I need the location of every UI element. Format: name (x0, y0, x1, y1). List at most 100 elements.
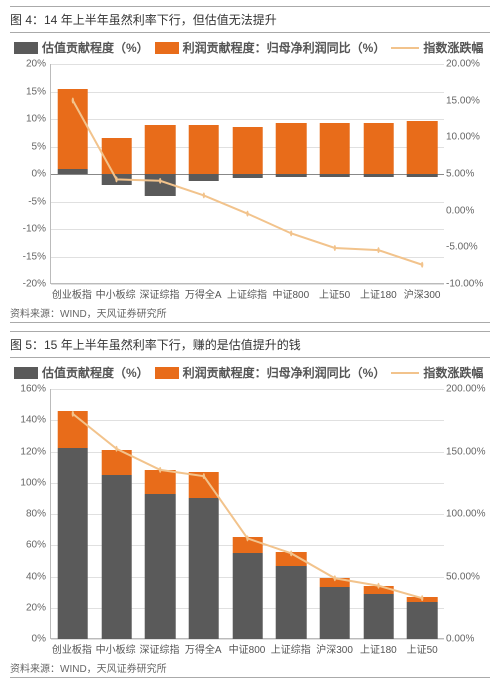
x-tick: 上证50 (313, 286, 357, 301)
y-left-tick: -15% (12, 251, 46, 262)
bar-seg-profit (101, 450, 132, 475)
x-axis-labels: 创业板指中小板综深证综指万得全A上证综指中证800上证50上证180沪深300 (50, 286, 444, 301)
bar-stack (189, 389, 220, 638)
bar-seg-valuation (189, 174, 220, 181)
chart-body (50, 389, 444, 639)
bar-slot (357, 64, 401, 283)
panel-title: 图 5：15 年上半年虽然利率下行，赚的是估值提升的钱 (10, 331, 490, 358)
chart-panel-1: 图 5：15 年上半年虽然利率下行，赚的是估值提升的钱 估值贡献程度（%） 利润… (0, 325, 500, 680)
bar-seg-valuation (101, 174, 132, 185)
y-left-tick: 0% (12, 634, 46, 645)
swatch-bar2 (155, 367, 179, 379)
bar-stack (276, 389, 307, 638)
x-tick: 上证180 (356, 286, 400, 301)
y-left-tick: -5% (12, 196, 46, 207)
chart-panel-0: 图 4：14 年上半年虽然利率下行，但估值无法提升 估值贡献程度（%） 利润贡献… (0, 0, 500, 325)
y-left-tick: 120% (12, 446, 46, 457)
bar-slot (313, 64, 357, 283)
y-right-tick: 200.00% (446, 384, 488, 395)
y-left-tick: 0% (12, 169, 46, 180)
bar-slot (138, 64, 182, 283)
bar-seg-profit (276, 123, 307, 174)
y-left-tick: 5% (12, 141, 46, 152)
x-tick: 万得全A (181, 286, 225, 301)
bar-seg-valuation (276, 174, 307, 177)
bar-slot (357, 389, 401, 638)
legend-label-line: 指数涨跌幅 (423, 39, 483, 56)
x-tick: 中证800 (269, 286, 313, 301)
bar-seg-valuation (189, 498, 220, 639)
bar-slot (226, 64, 270, 283)
y-left-tick: 20% (12, 59, 46, 70)
bar-stack (276, 64, 307, 283)
swatch-line (391, 47, 419, 49)
legend-label-bar2: 利润贡献程度：归母净利润同比（%） (183, 364, 386, 381)
x-tick: 上证综指 (225, 286, 269, 301)
bar-slot (313, 389, 357, 638)
bar-seg-valuation (58, 448, 89, 639)
x-tick: 创业板指 (50, 286, 94, 301)
bar-stack (232, 389, 263, 638)
legend-label-bar1: 估值贡献程度（%） (42, 364, 149, 381)
bar-stack (58, 389, 89, 638)
bar-seg-profit (58, 411, 89, 449)
bar-seg-profit (232, 127, 263, 174)
bar-stack (145, 389, 176, 638)
chart-wrap: 0%20%40%60%80%100%120%140%160%0.00%50.00… (10, 389, 490, 639)
legend-item-line: 指数涨跌幅 (391, 39, 483, 56)
y-right-tick: 20.00% (446, 59, 488, 70)
y-right-tick: 0.00% (446, 205, 488, 216)
bar-seg-valuation (407, 602, 438, 640)
bar-slot (226, 389, 270, 638)
legend-item-bar2: 利润贡献程度：归母净利润同比（%） (155, 364, 386, 381)
bar-seg-valuation (58, 169, 89, 175)
y-left-tick: 40% (12, 571, 46, 582)
y-right-tick: 100.00% (446, 509, 488, 520)
bar-seg-valuation (276, 566, 307, 639)
bars-container (51, 64, 444, 283)
bar-seg-profit (276, 552, 307, 566)
bar-seg-valuation (320, 587, 351, 639)
bar-stack (407, 64, 438, 283)
legend-item-bar2: 利润贡献程度：归母净利润同比（%） (155, 39, 386, 56)
bar-slot (182, 389, 226, 638)
bar-stack (363, 389, 394, 638)
bar-slot (95, 64, 139, 283)
bar-slot (269, 389, 313, 638)
bar-seg-profit (189, 125, 220, 175)
x-tick: 沪深300 (400, 286, 444, 301)
swatch-bar2 (155, 42, 179, 54)
bar-seg-profit (320, 123, 351, 174)
source-line: 资料来源：WIND，天风证券研究所 (10, 656, 490, 678)
y-right-tick: -5.00% (446, 242, 488, 253)
bar-slot (51, 64, 95, 283)
bar-seg-profit (363, 586, 394, 594)
swatch-bar1 (14, 367, 38, 379)
legend: 估值贡献程度（%） 利润贡献程度：归母净利润同比（%） 指数涨跌幅 (10, 358, 490, 385)
bar-seg-profit (407, 597, 438, 602)
swatch-line (391, 372, 419, 374)
legend-label-bar2: 利润贡献程度：归母净利润同比（%） (183, 39, 386, 56)
bar-seg-profit (101, 138, 132, 174)
bar-seg-valuation (145, 494, 176, 639)
bar-seg-profit (189, 472, 220, 499)
y-left-tick: 80% (12, 509, 46, 520)
y-left-tick: 160% (12, 384, 46, 395)
bar-seg-profit (363, 123, 394, 174)
bar-stack (58, 64, 89, 283)
bar-seg-profit (145, 470, 176, 493)
y-right-tick: 0.00% (446, 634, 488, 645)
swatch-bar1 (14, 42, 38, 54)
legend-item-bar1: 估值贡献程度（%） (14, 39, 149, 56)
bar-seg-profit (407, 121, 438, 174)
y-right-tick: -10.00% (446, 279, 488, 290)
bar-seg-profit (232, 537, 263, 553)
chart-wrap: -20%-15%-10%-5%0%5%10%15%20%-10.00%-5.00… (10, 64, 490, 284)
y-right-tick: 10.00% (446, 132, 488, 143)
bar-slot (51, 389, 95, 638)
y-left-tick: 10% (12, 114, 46, 125)
bar-stack (145, 64, 176, 283)
bar-stack (189, 64, 220, 283)
bar-stack (232, 64, 263, 283)
y-left-tick: 100% (12, 477, 46, 488)
